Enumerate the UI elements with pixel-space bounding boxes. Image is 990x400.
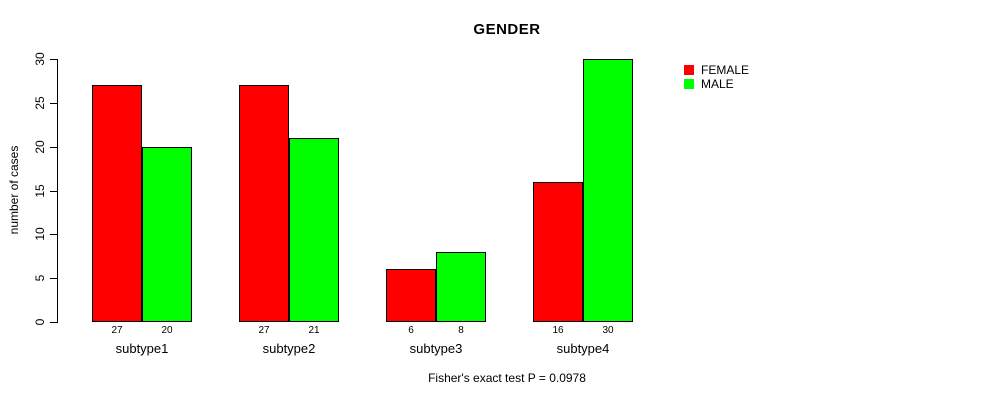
legend-item-male: MALE	[684, 77, 749, 91]
y-tick	[50, 322, 58, 323]
legend-swatch-female-icon	[684, 65, 694, 75]
caption-fisher-test: Fisher's exact test P = 0.0978	[428, 371, 586, 385]
bar-value-label: 6	[408, 325, 414, 336]
y-tick-label: 15	[33, 184, 47, 198]
legend-label-male: MALE	[701, 77, 734, 91]
bar-value-label: 27	[111, 325, 123, 336]
y-tick	[50, 191, 58, 192]
x-category-label: subtype3	[409, 341, 463, 356]
bar-value-label: 30	[602, 325, 614, 336]
y-tick-label: 25	[33, 96, 47, 110]
y-tick-label: 30	[33, 52, 47, 66]
bar-female-subtype1	[92, 85, 142, 322]
y-tick-label: 10	[33, 227, 47, 241]
y-tick	[50, 278, 58, 279]
legend-label-female: FEMALE	[701, 63, 750, 77]
bar-female-subtype2	[239, 85, 289, 322]
bar-female-subtype4	[533, 182, 583, 322]
legend-swatch-male-icon	[684, 79, 694, 89]
bar-male-subtype1	[142, 147, 192, 322]
y-tick	[50, 59, 58, 60]
y-tick-label: 5	[33, 274, 47, 282]
bar-male-subtype4	[583, 59, 633, 322]
bar-value-label: 21	[308, 325, 320, 336]
y-tick	[50, 234, 58, 235]
y-tick-label: 20	[33, 140, 47, 154]
x-category-label: subtype4	[556, 341, 610, 356]
bar-value-label: 16	[552, 325, 564, 336]
bar-male-subtype3	[436, 252, 486, 322]
y-tick-label: 0	[33, 318, 47, 326]
x-category-label: subtype1	[115, 341, 169, 356]
bar-male-subtype2	[289, 138, 339, 322]
y-tick	[50, 103, 58, 104]
chart-title: GENDER	[473, 21, 541, 38]
x-category-label: subtype2	[262, 341, 316, 356]
bar-female-subtype3	[386, 269, 436, 322]
legend-item-female: FEMALE	[684, 63, 749, 77]
bar-value-label: 8	[458, 325, 464, 336]
bar-value-label: 20	[161, 325, 173, 336]
y-tick	[50, 147, 58, 148]
bar-value-label: 27	[258, 325, 270, 336]
legend: FEMALE MALE	[684, 63, 749, 91]
